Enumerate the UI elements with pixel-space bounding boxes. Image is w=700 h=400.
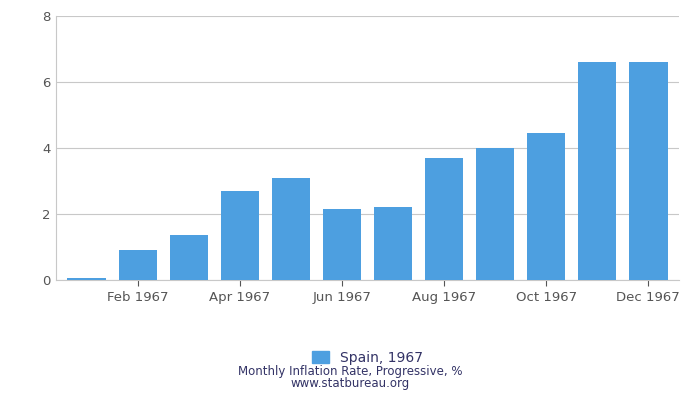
Bar xyxy=(527,133,566,280)
Bar xyxy=(272,178,310,280)
Bar xyxy=(169,236,208,280)
Bar xyxy=(323,209,361,280)
Bar xyxy=(220,191,259,280)
Text: www.statbureau.org: www.statbureau.org xyxy=(290,378,410,390)
Bar xyxy=(578,62,617,280)
Bar xyxy=(629,62,668,280)
Bar xyxy=(425,158,463,280)
Legend: Spain, 1967: Spain, 1967 xyxy=(307,345,428,370)
Bar xyxy=(374,207,412,280)
Bar xyxy=(118,250,157,280)
Bar xyxy=(67,278,106,280)
Bar xyxy=(476,148,514,280)
Text: Monthly Inflation Rate, Progressive, %: Monthly Inflation Rate, Progressive, % xyxy=(238,366,462,378)
